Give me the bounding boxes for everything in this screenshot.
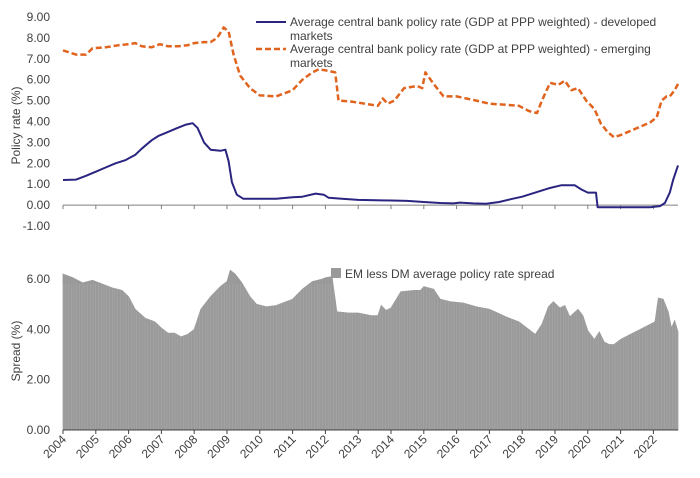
y-tick-label: 9.00 [27, 10, 51, 24]
x-tick-label: 2022 [631, 432, 660, 461]
y-tick-label: 4.00 [27, 115, 51, 129]
x-tick-label: 2018 [500, 432, 529, 461]
y-tick-label: 1.00 [27, 177, 51, 191]
y-tick-label: 0.00 [27, 423, 51, 437]
x-tick-label: 2020 [565, 432, 594, 461]
y-tick-label: 5.00 [27, 94, 51, 108]
y-tick-label: 2.00 [27, 156, 51, 170]
spread-area [62, 269, 679, 431]
legend-label-developed: Average central bank policy rate (GDP at… [290, 15, 656, 43]
y-tick-label: 2.00 [27, 373, 51, 387]
legend-label-spread: EM less DM average policy rate spread [345, 267, 554, 281]
y-tick-label: 7.00 [27, 52, 51, 66]
y-tick-label: 6.00 [27, 272, 51, 286]
x-tick-label: 2019 [532, 432, 561, 461]
y-axis-title: Policy rate (%) [9, 86, 23, 164]
y-axis-title: Spread (%) [9, 321, 23, 382]
y-tick-label: 8.00 [27, 31, 51, 45]
x-tick-label: 2006 [106, 432, 135, 461]
x-tick-label: 2008 [172, 432, 201, 461]
x-tick-label: 2015 [401, 432, 430, 461]
x-tick-label: 2007 [139, 432, 168, 461]
legend-label-emerging: Average central bank policy rate (GDP at… [290, 42, 651, 70]
x-tick-label: 2011 [271, 432, 299, 460]
legend-swatch-spread [331, 268, 341, 278]
x-tick-label: 2016 [434, 432, 463, 461]
y-tick-label: 4.00 [27, 322, 51, 336]
x-tick-label: 2009 [204, 432, 233, 461]
x-tick-label: 2014 [368, 432, 397, 461]
y-tick-label: -1.00 [23, 219, 51, 233]
policy-rate-panel: 9.00 8.00 7.00 6.00 5.00 4.00 3.00 2.00 1.00 0.00… [9, 10, 680, 233]
x-tick-label: 2010 [237, 432, 266, 461]
x-tick-label: 2012 [303, 432, 332, 461]
x-tick-label: 2013 [336, 432, 365, 461]
emerging-markets-line [62, 26, 680, 139]
y-tick-label: 6.00 [27, 73, 51, 87]
y-tick-label: 3.00 [27, 135, 51, 149]
y-tick-label: 0.00 [27, 198, 51, 212]
x-tick-label: 2005 [73, 432, 102, 461]
x-tick-label: 2017 [467, 432, 496, 461]
developed-markets-line [62, 122, 679, 209]
x-tick-label: 2021 [598, 432, 627, 461]
